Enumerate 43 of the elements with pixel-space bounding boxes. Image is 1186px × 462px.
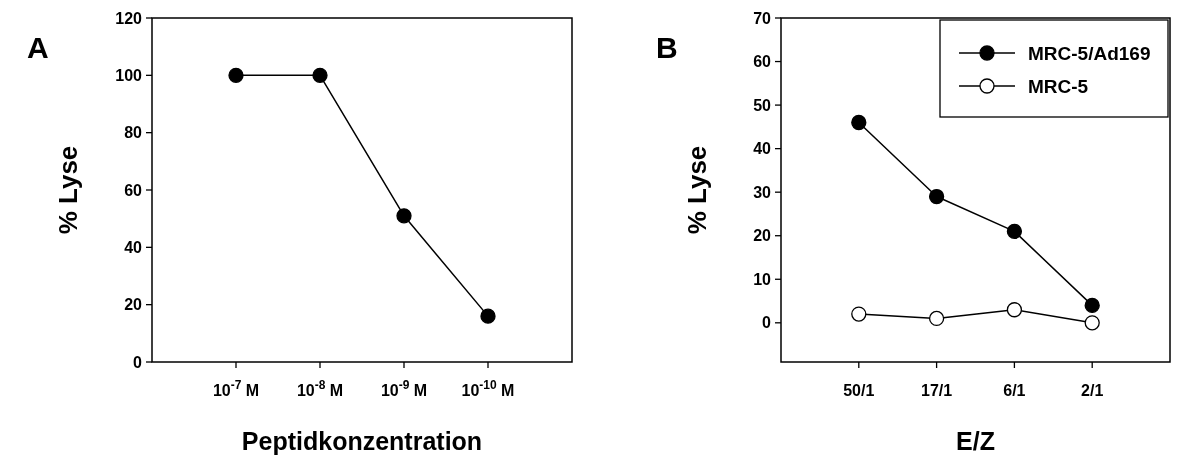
y-tick-label: 70 bbox=[753, 9, 772, 27]
chart-title: A bbox=[27, 31, 49, 64]
x-tick-label: 17/1 bbox=[921, 382, 953, 399]
x-tick-label: 2/1 bbox=[1081, 382, 1104, 399]
point bbox=[1084, 297, 1100, 314]
point bbox=[396, 208, 412, 224]
point bbox=[1006, 302, 1023, 318]
y-tick-label: 30 bbox=[753, 183, 772, 201]
chart-title: B bbox=[656, 31, 678, 64]
x-tick-label: 10$^{-10}$ M bbox=[461, 378, 515, 399]
x-axis-title: E/Z bbox=[956, 427, 995, 455]
y-axis-title: % Lyse bbox=[53, 145, 83, 235]
y-tick-label: 20 bbox=[753, 227, 772, 245]
legend-label: MRC-5/Ad169 bbox=[1028, 42, 1151, 64]
x-axis-title: Peptidkonzentration bbox=[241, 427, 483, 455]
point bbox=[480, 308, 496, 324]
y-tick-label: 0 bbox=[133, 353, 143, 371]
x-tick-label: 6/1 bbox=[1003, 382, 1026, 399]
y-tick-label: 40 bbox=[124, 238, 143, 256]
x-tick-label: 10$^{-7}$ M bbox=[212, 378, 260, 399]
point bbox=[851, 114, 867, 131]
y-tick-label: 60 bbox=[124, 181, 143, 199]
x-tick-label: 50/1 bbox=[843, 382, 875, 399]
point bbox=[1084, 315, 1100, 331]
y-tick-label: 80 bbox=[124, 124, 143, 142]
y-tick-label: 40 bbox=[753, 140, 772, 158]
point bbox=[851, 306, 867, 322]
point bbox=[928, 310, 945, 327]
y-tick-label: 10 bbox=[753, 270, 772, 288]
y-tick-label: 50 bbox=[753, 96, 772, 114]
legend-label: MRC-5 bbox=[1028, 75, 1089, 97]
point bbox=[1006, 223, 1023, 240]
y-tick-label: 100 bbox=[115, 66, 143, 84]
x-tick-label: 10$^{-8}$ M bbox=[296, 378, 344, 399]
point bbox=[928, 188, 945, 205]
y-tick-label: 120 bbox=[115, 9, 143, 27]
y-tick-label: 0 bbox=[762, 314, 772, 332]
y-tick-label: 20 bbox=[124, 296, 143, 314]
point bbox=[312, 67, 328, 83]
y-axis-title: % Lyse bbox=[682, 145, 712, 235]
x-tick-label: 10$^{-9}$ M bbox=[380, 378, 428, 399]
y-tick-label: 60 bbox=[753, 53, 772, 71]
point bbox=[228, 67, 244, 83]
